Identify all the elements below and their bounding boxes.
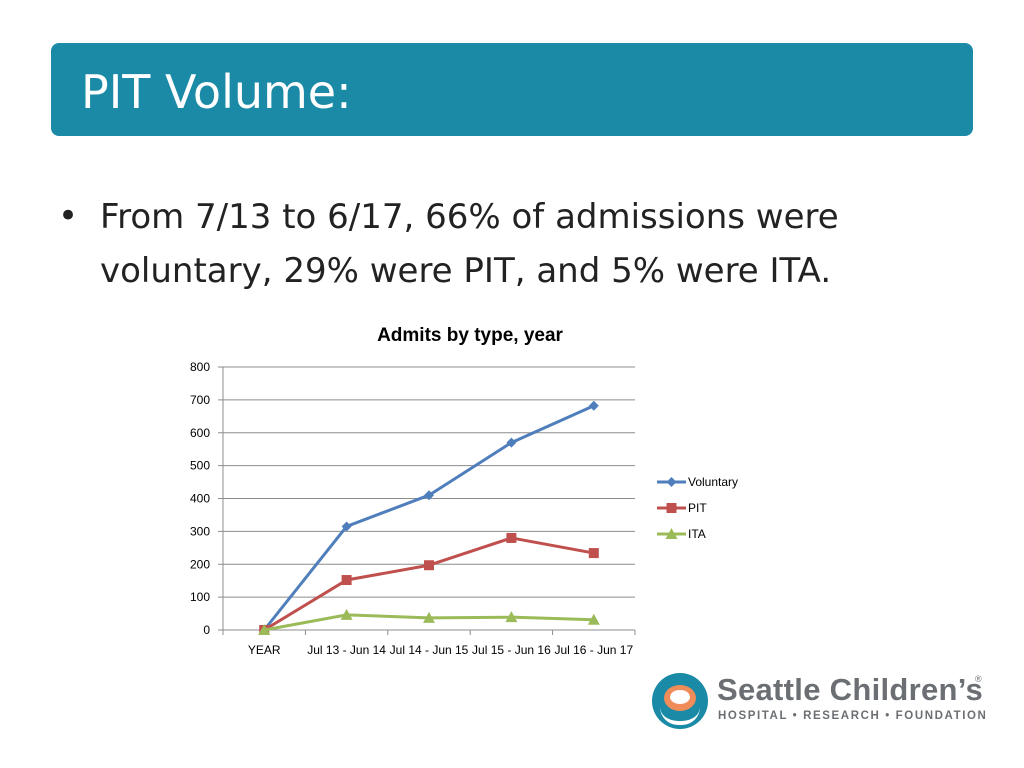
x-tick-label: Jul 15 - Jun 16 [472,643,551,657]
chart-title: Admits by type, year [377,325,563,346]
y-tick-label: 100 [190,590,210,604]
bullet-marker: • [58,196,79,236]
series-ita [258,608,600,635]
data-point [505,611,518,623]
admits-line-chart: Admits by type, year 0 100 200 300 400 500 600… [190,325,738,657]
series-line [263,404,595,631]
data-point [506,532,517,543]
legend-item-voluntary: Voluntary [657,475,738,489]
y-tick-label: 800 [190,360,210,374]
series-lines [258,400,600,635]
logo-registered-mark: ® [975,674,982,684]
x-tick-label: Jul 14 - Jun 15 [390,643,469,657]
y-tick-label: 300 [190,524,210,538]
legend-label: ITA [688,527,706,541]
data-point [424,560,434,571]
x-tick-label: Jul 13 - Jun 14 [307,643,386,657]
slide-title: PIT Volume: [81,65,352,119]
y-tick-label: 400 [190,492,210,506]
data-point [341,575,352,586]
legend-marker [666,477,677,487]
x-axis-ticks: YEAR Jul 13 - Jun 14 Jul 14 - Jun 15 Jul 15… [248,643,634,657]
title-bar: PIT Volume: [51,43,973,136]
legend-label: Voluntary [688,475,738,489]
legend-marker [665,528,678,539]
logo-name: Seattle Children’s [717,672,984,707]
legend-item-ita: ITA [657,527,706,541]
data-point [340,608,353,620]
data-point [588,548,599,559]
series-voluntary [259,400,599,635]
x-tick-label: YEAR [248,643,281,657]
data-point [341,521,352,532]
bullet-text: From 7/13 to 6/17, 66% of admissions wer… [100,197,839,291]
y-tick-label: 600 [190,426,210,440]
legend-item-pit: PIT [657,501,707,515]
legend: Voluntary PIT ITA [657,475,738,541]
y-tick-label: 200 [190,557,210,571]
legend-label: PIT [688,501,707,515]
seattle-childrens-logo: Seattle Children’s ® HOSPITAL • RESEARCH… [650,670,990,732]
axes [218,366,636,635]
data-point [506,437,517,448]
legend-marker [666,503,677,513]
x-tick-label: Jul 16 - Jun 17 [554,643,633,657]
data-point [424,490,434,501]
logo-whale-icon [652,673,708,729]
y-tick-label: 0 [203,623,210,637]
data-point [423,611,435,623]
logo-tagline: HOSPITAL • RESEARCH • FOUNDATION [718,710,988,722]
data-point [587,613,600,625]
data-point [258,624,271,635]
y-axis-ticks: 0 100 200 300 400 500 600 700 800 [190,360,210,637]
y-tick-label: 500 [190,459,210,473]
data-point [588,400,599,411]
y-tick-label: 700 [190,393,210,407]
